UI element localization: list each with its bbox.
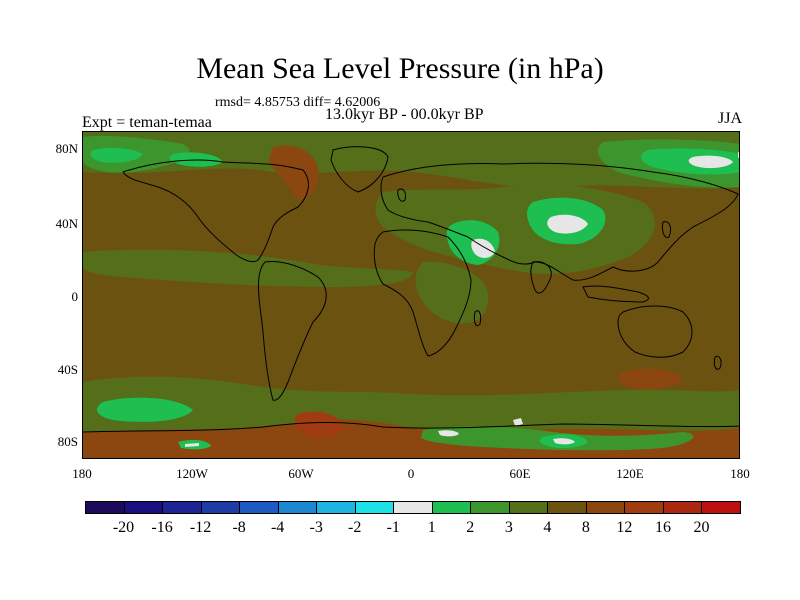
arctic-white-spot (738, 152, 739, 158)
colorbar-tick-label: 12 (616, 519, 633, 536)
colorbar-tick-label: 8 (581, 519, 590, 536)
colorbar-tick-label: -2 (348, 519, 362, 536)
lat-label-40n: 40N (55, 216, 78, 231)
antarctic-peninsula-red (294, 411, 345, 438)
tibet-white (547, 214, 588, 234)
coastlines (83, 146, 739, 433)
colorbar-tick-label: -20 (112, 519, 135, 536)
coastline-australia (617, 305, 693, 358)
lat-label-40s: 40S (57, 362, 78, 377)
south-indian-red (618, 368, 683, 390)
coastline-eurasia (380, 162, 739, 281)
coastline-south-america (258, 261, 327, 401)
colorbar-tick-label: -16 (151, 519, 173, 536)
colorbar-segment (316, 501, 356, 514)
colorbar-segment (662, 501, 703, 514)
colorbar-segment (547, 501, 587, 514)
coastline-africa (373, 229, 472, 357)
coastline-new-zealand (713, 355, 722, 370)
antarctic-white-patch-1 (553, 438, 575, 445)
antarctic-white-west (185, 443, 199, 447)
colorbar-segment (162, 501, 202, 514)
map-canvas (83, 132, 739, 458)
colorbar-tick-label: -8 (232, 519, 246, 536)
coastline-indonesia (582, 285, 649, 303)
season-label: JJA (717, 110, 742, 127)
rmsd-diff-stats: rmsd= 4.85753 diff= 4.62006 (215, 95, 381, 110)
pressure-anomaly-map (82, 131, 740, 459)
colorbar-segment (239, 501, 279, 514)
south-pacific-light-green (97, 397, 193, 422)
colorbar-segment (470, 501, 510, 514)
coastline-greenland (330, 146, 389, 193)
antarctic-white-patch-3 (513, 418, 523, 426)
coastline-north-america (122, 159, 309, 263)
experiment-label: Expt = teman-temaa (82, 114, 212, 131)
lat-label-80n: 80N (55, 141, 78, 156)
colorbar-tick-label: -3 (309, 519, 323, 536)
colorbar-tick-label: -1 (386, 519, 400, 536)
arctic-green-band (83, 132, 739, 189)
time-period-label: 13.0kyr BP - 00.0kyr BP (325, 106, 484, 123)
coastline-madagascar (473, 310, 482, 327)
arctic-red-patch (268, 145, 319, 201)
arctic-white-east (688, 155, 733, 169)
colorbar-segment (585, 501, 626, 514)
lon-label-120w: 120W (176, 466, 208, 481)
colorbar-tick-label: 20 (693, 519, 710, 536)
lon-label-120e: 120E (616, 466, 644, 481)
colorbar-segment (393, 501, 433, 514)
coastline-british-isles (397, 188, 406, 202)
lon-label-60e: 60E (509, 466, 531, 481)
colorbar-segment (624, 501, 664, 514)
equatorial-pacific-green (83, 249, 413, 287)
lon-label-180-west: 180 (72, 466, 92, 481)
colorbar-segment (354, 501, 395, 514)
map-title: Mean Sea Level Pressure (in hPa) (196, 52, 604, 85)
colorbar-segment (200, 501, 241, 514)
coastline-india (530, 261, 552, 294)
colorbar-segment (123, 501, 164, 514)
colorbar-segment (431, 501, 472, 514)
colorbar-tick-label: 1 (427, 519, 436, 536)
colorbar-tick-label: -4 (270, 519, 285, 536)
lon-label-0: 0 (407, 466, 415, 481)
lon-label-60w: 60W (288, 466, 314, 481)
colorbar-segment (277, 501, 318, 514)
colorbar-segment (85, 501, 125, 514)
southern-ocean-green-band (83, 376, 739, 432)
lon-label-180-east: 180 (730, 466, 750, 481)
colorbar (85, 501, 741, 514)
colorbar-segment (508, 501, 549, 514)
lat-label-0: 0 (71, 289, 79, 304)
colorbar-tick-label: 2 (466, 519, 475, 536)
coastline-antarctica (83, 421, 739, 433)
antarctic-white-patch-2 (438, 430, 459, 437)
colorbar-segment (701, 501, 741, 514)
lat-label-80s: 80S (57, 434, 78, 449)
arctic-light-green-west (90, 147, 143, 163)
colorbar-tick-label: 4 (543, 519, 552, 536)
colorbar-tick-label: 3 (504, 519, 513, 536)
colorbar-tick-label: -12 (189, 519, 212, 536)
colorbar-tick-label: 16 (654, 519, 671, 536)
coastline-japan (662, 221, 672, 239)
